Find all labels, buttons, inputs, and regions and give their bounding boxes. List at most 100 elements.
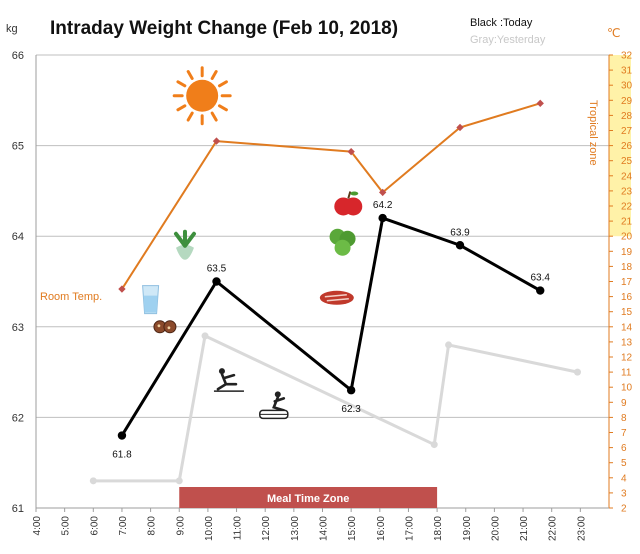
data-point (378, 188, 387, 197)
data-point (456, 123, 464, 132)
data-label: 61.8 (112, 450, 132, 461)
x-tick-label: 5:00 (61, 516, 72, 536)
meal-time-zone: Meal Time Zone (179, 487, 438, 508)
lettuce-icon (329, 228, 356, 256)
left-axis-unit: kg (6, 23, 18, 35)
data-point (430, 441, 438, 449)
left-tick-label: 65 (12, 141, 24, 153)
right-tick-label: 17 (621, 277, 633, 288)
x-tick-label: 11:00 (233, 516, 244, 541)
right-tick-label: 22 (621, 202, 633, 213)
sun-icon (172, 66, 232, 126)
right-tick-label: 21 (621, 217, 633, 228)
data-point (455, 241, 465, 250)
activity-icons (142, 66, 363, 420)
series-yesterday (89, 332, 581, 485)
right-tick-label: 24 (621, 171, 633, 182)
radish-icon (173, 229, 196, 260)
x-tick-label: 18:00 (433, 516, 444, 541)
right-tick-label: 28 (621, 111, 633, 122)
data-point (536, 99, 544, 107)
right-tick-label: 32 (621, 51, 633, 62)
left-axis-ticks: 61 62 63 64 65 66 (12, 50, 24, 515)
right-tick-label: 2 (621, 504, 627, 515)
left-tick-label: 61 (12, 503, 24, 515)
pilates-icon (213, 368, 244, 392)
apple-icon (334, 191, 363, 216)
right-tick-label: 4 (621, 473, 627, 484)
tropical-zone-label: Tropical zone (587, 100, 599, 166)
x-axis-ticks: 4:00 5:00 6:00 7:00 8:00 9:00 10:00 11:00 12:00 1… (32, 508, 587, 541)
right-tick-label: 30 (621, 81, 633, 92)
series-temperature (118, 99, 544, 293)
series-line (120, 216, 541, 437)
left-tick-label: 64 (12, 231, 24, 243)
x-tick-label: 4:00 (32, 516, 43, 536)
right-tick-label: 11 (621, 368, 632, 379)
right-tick-label: 14 (621, 322, 633, 333)
data-point (212, 277, 221, 286)
right-tick-label: 5 (621, 458, 627, 469)
x-tick-label: 13:00 (290, 516, 301, 541)
data-label: 63.5 (207, 264, 227, 275)
left-tick-label: 63 (12, 322, 24, 334)
x-tick-label: 6:00 (89, 516, 100, 536)
right-tick-label: 7 (621, 428, 627, 439)
legend-yesterday: Gray:Yesterday (470, 34, 546, 46)
right-tick-label: 12 (621, 353, 633, 364)
data-point (201, 332, 209, 340)
x-tick-label: 20:00 (490, 516, 501, 541)
series-line (93, 334, 578, 483)
x-tick-label: 7:00 (118, 516, 129, 536)
right-tick-label: 15 (621, 307, 633, 318)
x-tick-label: 16:00 (376, 516, 387, 541)
right-tick-label: 9 (621, 398, 627, 409)
x-tick-label: 22:00 (548, 516, 559, 541)
data-point (117, 431, 127, 440)
right-tick-label: 27 (621, 126, 633, 137)
right-axis-unit: ℃ (607, 26, 620, 40)
left-tick-label: 66 (12, 50, 24, 62)
room-temp-label: Room Temp. (40, 291, 102, 303)
right-tick-label: 19 (621, 247, 633, 258)
right-tick-label: 26 (621, 141, 633, 152)
x-tick-label: 17:00 (404, 516, 415, 541)
data-point (347, 147, 355, 156)
data-point (346, 386, 356, 395)
x-tick-label: 21:00 (519, 516, 530, 541)
right-tick-label: 13 (621, 337, 633, 348)
data-point (536, 286, 545, 295)
meal-time-zone-label: Meal Time Zone (267, 493, 349, 505)
x-tick-label: 14:00 (319, 516, 330, 541)
data-label: 64.2 (373, 200, 393, 211)
series-today: 61.8 63.5 62.3 64.2 63.9 63.4 (112, 200, 550, 460)
legend-today: Black :Today (470, 17, 533, 29)
right-tick-label: 20 (621, 232, 633, 243)
right-tick-label: 18 (621, 262, 633, 273)
right-tick-label: 31 (621, 66, 633, 77)
right-tick-label: 29 (621, 96, 633, 107)
right-tick-label: 16 (621, 292, 633, 303)
meal-time-zone-bar (179, 487, 438, 508)
x-tick-label: 9:00 (175, 516, 186, 536)
x-tick-label: 23:00 (576, 516, 587, 541)
right-tick-label: 25 (621, 156, 633, 167)
right-tick-label: 23 (621, 186, 633, 197)
right-axis-ticks: 2345678910111213141516171819202122232425… (609, 51, 633, 515)
x-tick-label: 12:00 (261, 516, 272, 541)
data-point (378, 213, 387, 223)
right-tick-label: 10 (621, 383, 633, 394)
rowing-icon (259, 391, 289, 420)
right-tick-label: 3 (621, 488, 627, 499)
data-point (175, 477, 183, 485)
cookies-icon (153, 320, 177, 334)
steak-icon (319, 290, 354, 305)
data-label: 62.3 (341, 404, 361, 415)
left-tick-label: 62 (12, 412, 24, 424)
x-tick-label: 19:00 (462, 516, 473, 541)
right-tick-label: 8 (621, 413, 627, 424)
x-tick-label: 8:00 (147, 516, 158, 536)
x-tick-label: 15:00 (347, 516, 358, 541)
series-line (121, 102, 541, 290)
